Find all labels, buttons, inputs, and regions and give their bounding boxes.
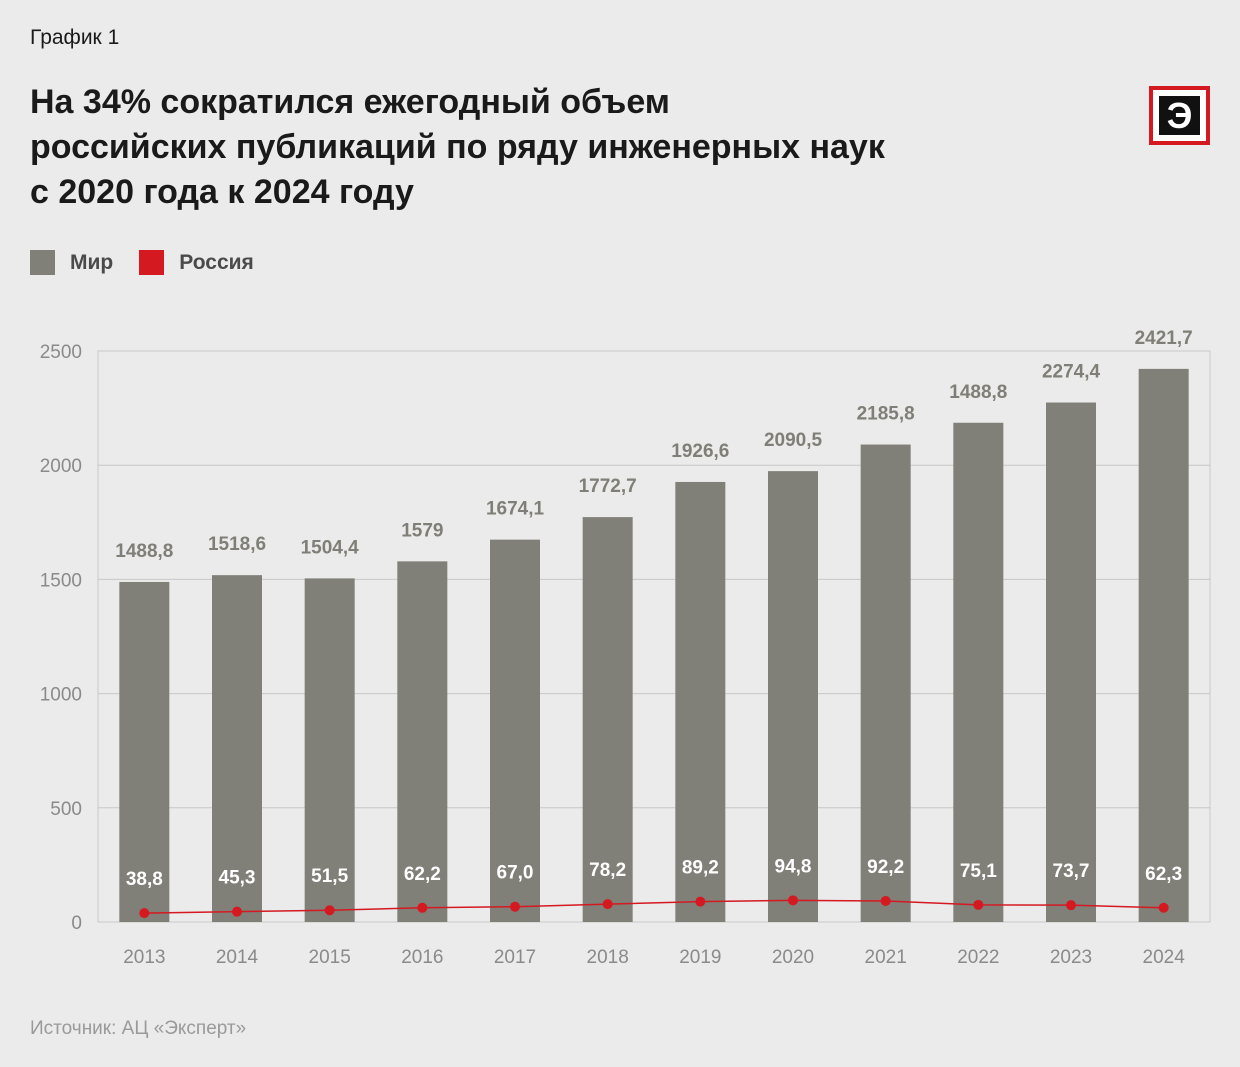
- russia-value-label: 38,8: [126, 869, 163, 890]
- chart-title-line: российских публикаций по ряду инженерных…: [30, 128, 885, 166]
- point-russia: [139, 908, 150, 919]
- bar-value-label: 2090,5: [764, 430, 823, 451]
- russia-value-label: 62,2: [404, 864, 441, 885]
- series-line-russia: [144, 899, 1164, 914]
- legend-label-world: Мир: [70, 250, 114, 274]
- x-tick-label: 2016: [401, 947, 443, 968]
- legend-swatch-world: [30, 250, 55, 275]
- x-tick-label: 2020: [772, 947, 814, 968]
- russia-value-label: 67,0: [497, 863, 534, 884]
- x-tick-label: 2015: [309, 947, 351, 968]
- bar-world: [119, 581, 170, 922]
- bar-world: [397, 561, 448, 922]
- russia-value-label: 94,8: [775, 856, 812, 877]
- y-tick-label: 500: [50, 799, 82, 820]
- point-russia: [973, 899, 984, 910]
- point-russia: [417, 902, 428, 913]
- bar-world: [304, 578, 355, 922]
- bar-world: [768, 471, 818, 922]
- x-tick-label: 2017: [494, 947, 536, 968]
- bar-value-label: 2274,4: [1042, 362, 1101, 383]
- bar-world: [490, 539, 540, 922]
- y-tick-label: 1500: [40, 570, 82, 591]
- bar-value-label: 1772,7: [579, 476, 637, 497]
- legend-swatch-russia: [139, 250, 165, 275]
- x-tick-label: 2013: [123, 947, 165, 968]
- bar-world: [953, 422, 1004, 922]
- chart-title-line: с 2020 года к 2024 году: [30, 173, 414, 211]
- x-tick-label: 2019: [679, 947, 721, 968]
- point-russia: [695, 896, 706, 907]
- legend: Мир Россия: [30, 250, 280, 275]
- russia-value-label: 92,2: [867, 857, 904, 878]
- x-tick-label: 2022: [957, 947, 999, 968]
- legend-item-world: Мир: [30, 250, 113, 275]
- x-tick-label: 2024: [1143, 947, 1186, 968]
- bar-world: [1046, 402, 1096, 922]
- bar-value-label: 1504,4: [301, 537, 360, 558]
- point-russia: [510, 901, 520, 912]
- bar-value-label: 1488,8: [949, 382, 1007, 403]
- expert-logo-icon: Э: [1159, 96, 1200, 135]
- bar-world: [212, 575, 262, 922]
- x-tick-label: 2014: [216, 947, 259, 968]
- bar-value-label: 1674,1: [486, 499, 545, 520]
- bar-world: [1138, 368, 1189, 922]
- russia-value-label: 89,2: [682, 858, 719, 879]
- bar-value-label: 1926,6: [671, 441, 729, 462]
- x-tick-label: 2023: [1050, 947, 1092, 968]
- bar-world: [582, 517, 633, 922]
- bar-world: [860, 444, 911, 922]
- bar-value-label: 1488,8: [115, 541, 173, 562]
- legend-item-russia: Россия: [139, 250, 254, 275]
- bar-value-label: 1579: [401, 520, 443, 541]
- point-russia: [602, 899, 613, 910]
- y-tick-label: 2500: [40, 342, 82, 363]
- bar-value-label: 1518,6: [208, 534, 266, 555]
- y-tick-label: 0: [71, 913, 82, 934]
- x-tick-label: 2018: [587, 947, 629, 968]
- russia-value-label: 75,1: [960, 861, 997, 882]
- russia-value-label: 78,2: [589, 860, 626, 881]
- point-russia: [1158, 902, 1169, 913]
- chart-number: График 1: [30, 26, 120, 49]
- x-tick-label: 2021: [865, 947, 907, 968]
- russia-value-label: 73,7: [1053, 861, 1090, 882]
- russia-value-label: 45,3: [219, 868, 256, 889]
- russia-value-label: 51,5: [311, 866, 348, 887]
- expert-logo-glyph: Э: [1166, 95, 1193, 136]
- bar-value-label: 2185,8: [857, 404, 915, 425]
- point-russia: [324, 905, 335, 916]
- y-tick-label: 2000: [40, 456, 82, 477]
- source-note: Источник: АЦ «Эксперт»: [30, 1018, 247, 1039]
- point-russia: [232, 906, 242, 917]
- point-russia: [880, 895, 891, 906]
- point-russia: [1066, 900, 1076, 911]
- chart-title: На 34% сократился ежегодный объем россий…: [30, 80, 1090, 215]
- russia-value-label: 62,3: [1145, 864, 1182, 885]
- plot-frame: [97, 350, 1211, 923]
- expert-logo: Э: [1149, 86, 1210, 145]
- y-tick-label: 1000: [40, 685, 82, 706]
- legend-label-russia: Россия: [179, 250, 254, 274]
- bar-value-label: 2421,7: [1135, 328, 1193, 349]
- chart-title-line: На 34% сократился ежегодный объем: [30, 83, 670, 121]
- bar-world: [675, 481, 726, 922]
- point-russia: [788, 895, 798, 906]
